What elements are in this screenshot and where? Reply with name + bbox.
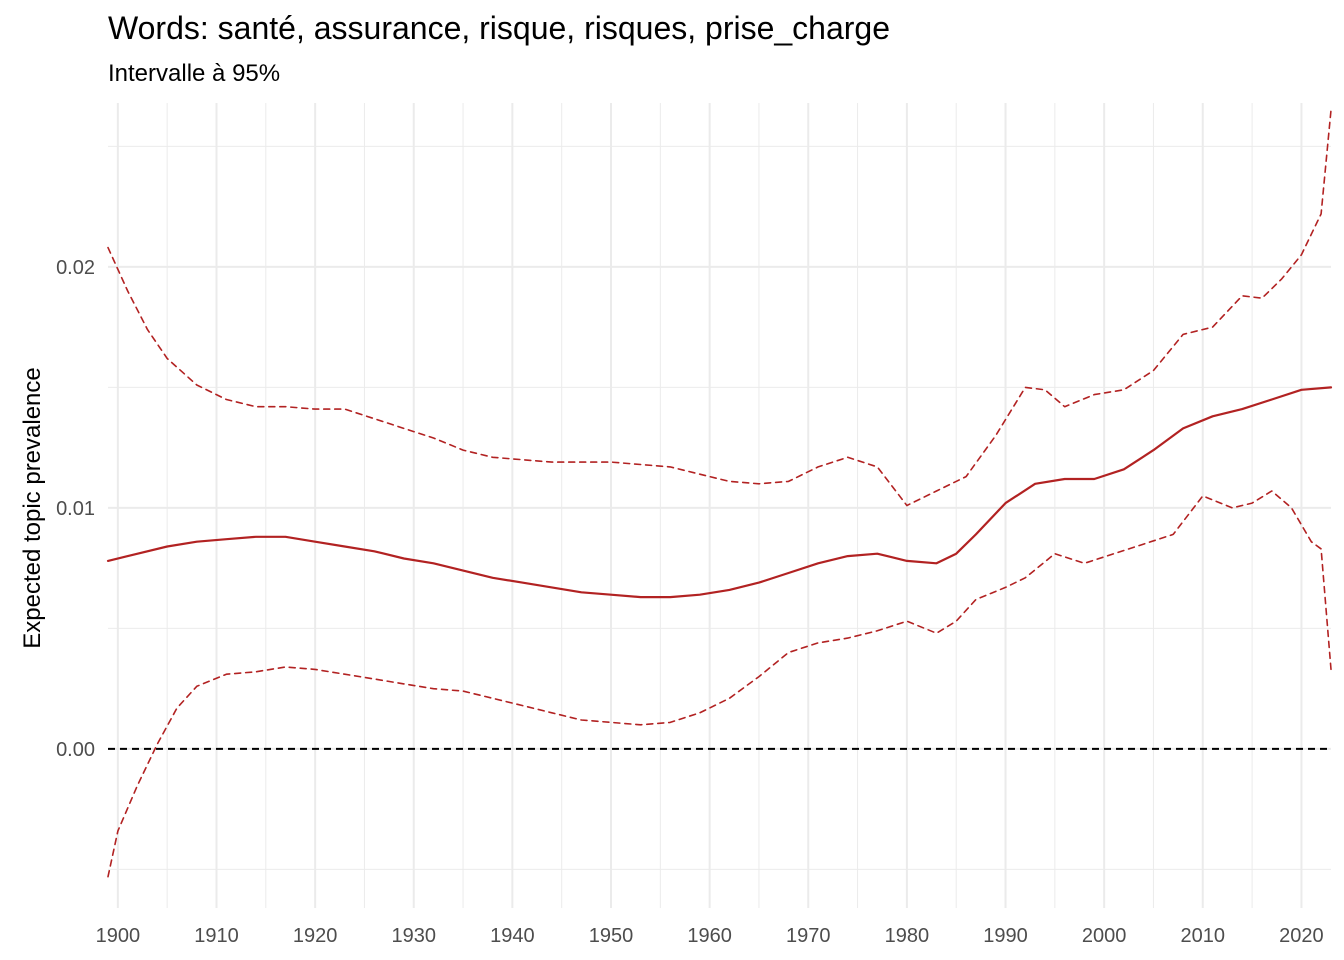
- series-line-upper-95: [107, 109, 1332, 507]
- x-tick-label: 1910: [194, 925, 239, 947]
- x-tick-label: 2020: [1279, 925, 1324, 947]
- x-axis-tick-labels: 1900 1910 1920 1930 1940 1950 1960 1970 1980 1990…: [96, 925, 1324, 947]
- series-line-lower-95: [107, 490, 1332, 878]
- chart-title: Words: santé, assurance, risque, risques…: [108, 10, 891, 46]
- x-tick-label: 1960: [687, 925, 732, 947]
- y-tick-label: 0.00: [56, 739, 95, 761]
- chart-subtitle: Intervalle à 95%: [108, 60, 281, 87]
- x-tick-label: 1970: [786, 925, 831, 947]
- x-tick-label: 2010: [1181, 925, 1226, 947]
- x-tick-label: 1920: [293, 925, 338, 947]
- x-tick-label: 1930: [392, 925, 437, 947]
- x-tick-label: 1950: [589, 925, 634, 947]
- series-lines: [106, 109, 1333, 878]
- x-tick-label: 1940: [490, 925, 535, 947]
- x-tick-label: 1980: [885, 925, 930, 947]
- y-axis-title: Expected topic prevalence: [19, 367, 46, 649]
- x-tick-label: 1990: [983, 925, 1028, 947]
- x-tick-label: 2000: [1082, 925, 1127, 947]
- x-tick-label: 1900: [96, 925, 141, 947]
- major-gridlines: [108, 103, 1331, 908]
- minor-gridlines: [108, 103, 1331, 908]
- y-tick-label: 0.02: [56, 257, 95, 279]
- series-line-estimate: [106, 386, 1333, 599]
- y-tick-label: 0.01: [56, 498, 95, 520]
- y-axis-tick-labels: 0.00 0.01 0.02: [56, 257, 95, 761]
